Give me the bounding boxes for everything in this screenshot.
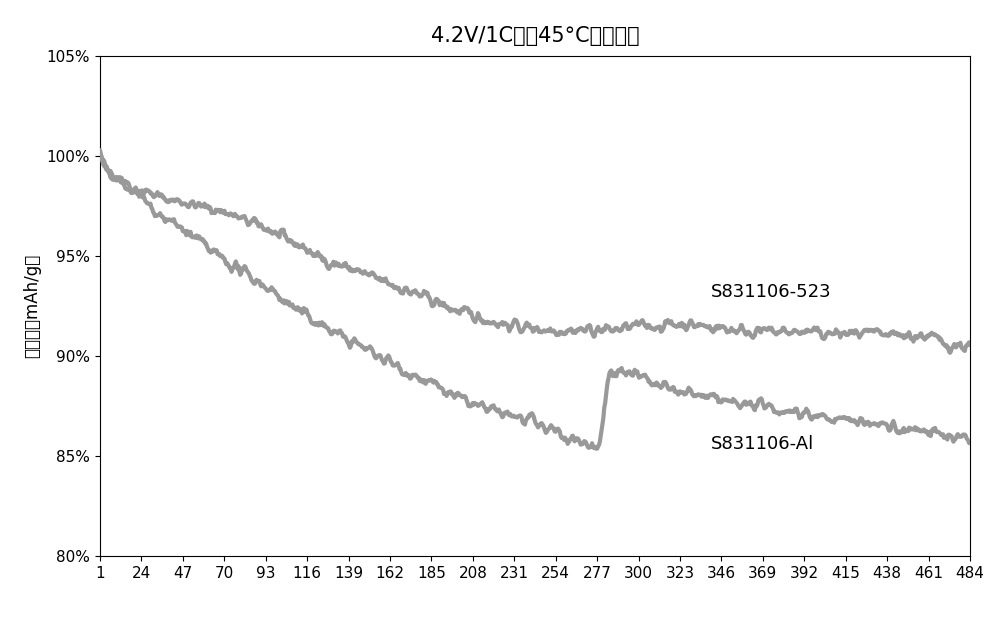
Text: S831106-Al: S831106-Al (711, 435, 814, 453)
Title: 4.2V/1C高温45°C循环曲线: 4.2V/1C高温45°C循环曲线 (431, 26, 639, 46)
Y-axis label: 克容量（mAh/g）: 克容量（mAh/g） (23, 254, 41, 358)
Text: S831106-523: S831106-523 (711, 283, 831, 301)
